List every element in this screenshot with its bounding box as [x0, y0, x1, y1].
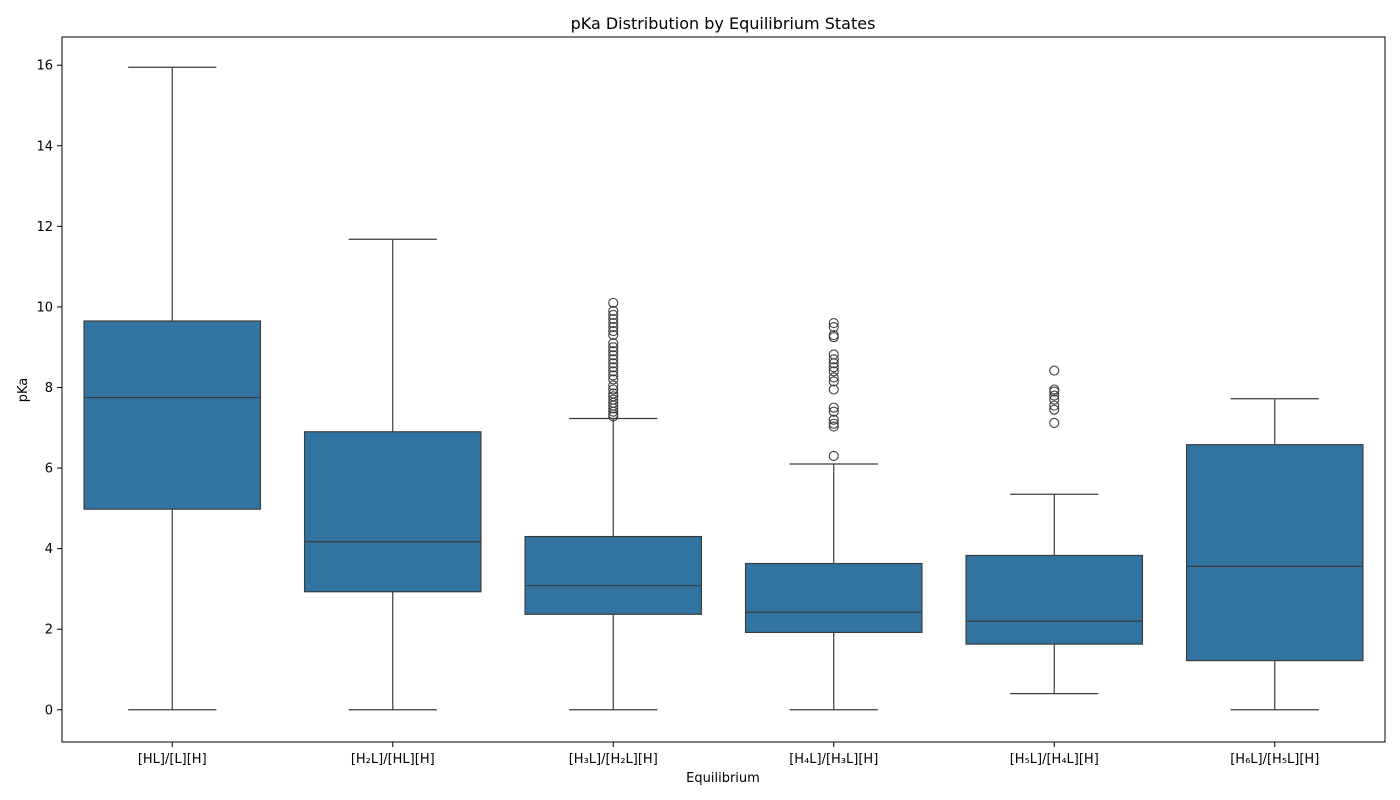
outlier-point — [608, 326, 619, 337]
x-tick-label: [H₂L]/[HL][H] — [351, 752, 435, 767]
outlier-point — [828, 362, 839, 373]
outlier-point — [608, 322, 619, 333]
y-tick-label: 14 — [36, 139, 53, 154]
y-tick-label: 4 — [45, 542, 53, 557]
y-tick-label: 2 — [45, 623, 53, 638]
x-axis-label: Equilibrium — [686, 771, 760, 786]
y-axis-label: pKa — [16, 378, 31, 403]
outlier-point — [608, 362, 619, 373]
plot-frame — [61, 36, 1386, 743]
iqr-box — [1185, 444, 1364, 662]
outlier-point — [608, 374, 619, 385]
outlier-point — [608, 313, 619, 325]
plot-area: 0 2 4 6 8 10 12 14 16 [HL]/[L][H] [H₂L]/[HL][H] [H₃… — [36, 36, 1386, 767]
outlier-point — [828, 421, 839, 432]
outlier-point — [828, 418, 839, 429]
outlier-point — [1049, 404, 1060, 415]
outlier-point — [608, 305, 619, 316]
outlier-point — [608, 366, 619, 377]
outlier-point — [828, 317, 839, 329]
outlier-point — [608, 342, 619, 353]
outlier-point — [828, 384, 839, 395]
outlier-point — [608, 309, 619, 321]
outlier-point — [828, 406, 839, 417]
outlier-point — [1049, 390, 1060, 401]
outlier-point — [828, 322, 839, 333]
y-tick-label: 10 — [36, 300, 53, 315]
outlier-point — [828, 366, 839, 377]
iqr-box — [744, 562, 923, 634]
outlier-point — [828, 376, 839, 387]
x-tick-label: [H₅L]/[H₄L][H] — [1010, 752, 1099, 767]
y-tick-label: 0 — [45, 703, 53, 718]
outlier-point — [1049, 394, 1060, 405]
outlier-point — [1049, 365, 1060, 376]
x-tick-label: [H₃L]/[H₂L][H] — [569, 752, 658, 767]
outlier-point — [608, 380, 619, 391]
outlier-point — [828, 402, 839, 413]
y-tick-label: 16 — [36, 59, 53, 74]
outlier-point — [608, 338, 619, 349]
outlier-point — [828, 332, 839, 343]
iqr-box — [524, 535, 703, 615]
outlier-point — [608, 391, 619, 402]
outlier-point — [1049, 384, 1060, 395]
outlier-point — [608, 350, 619, 361]
outlier-point — [608, 354, 619, 365]
x-tick-label: [H₆L]/[H₅L][H] — [1230, 752, 1319, 767]
outlier-point — [828, 354, 839, 365]
outlier-point — [828, 372, 839, 383]
iqr-box — [965, 554, 1144, 645]
outlier-point — [608, 346, 619, 357]
y-tick-label: 8 — [45, 381, 53, 396]
y-tick-label: 12 — [36, 220, 53, 235]
outlier-point — [608, 388, 619, 399]
outlier-point — [608, 297, 619, 308]
x-tick-label: [H₄L]/[H₃L][H] — [789, 752, 878, 767]
outlier-point — [608, 358, 619, 369]
iqr-box — [303, 431, 482, 593]
x-tick-label: [HL]/[L][H] — [138, 752, 207, 767]
outlier-point — [1049, 400, 1060, 411]
outlier-point — [608, 317, 619, 329]
outlier-point — [828, 414, 839, 425]
chart-title: pKa Distribution by Equilibrium States — [571, 14, 876, 33]
outlier-point — [828, 450, 839, 462]
outlier-point — [608, 370, 619, 381]
iqr-box — [83, 320, 262, 510]
y-tick-label: 6 — [45, 462, 53, 477]
outlier-point — [608, 330, 619, 341]
outlier-point — [608, 384, 619, 395]
outlier-point — [608, 394, 619, 405]
outlier-point — [1049, 417, 1060, 428]
outlier-point — [828, 349, 839, 360]
outlier-point — [828, 330, 839, 341]
